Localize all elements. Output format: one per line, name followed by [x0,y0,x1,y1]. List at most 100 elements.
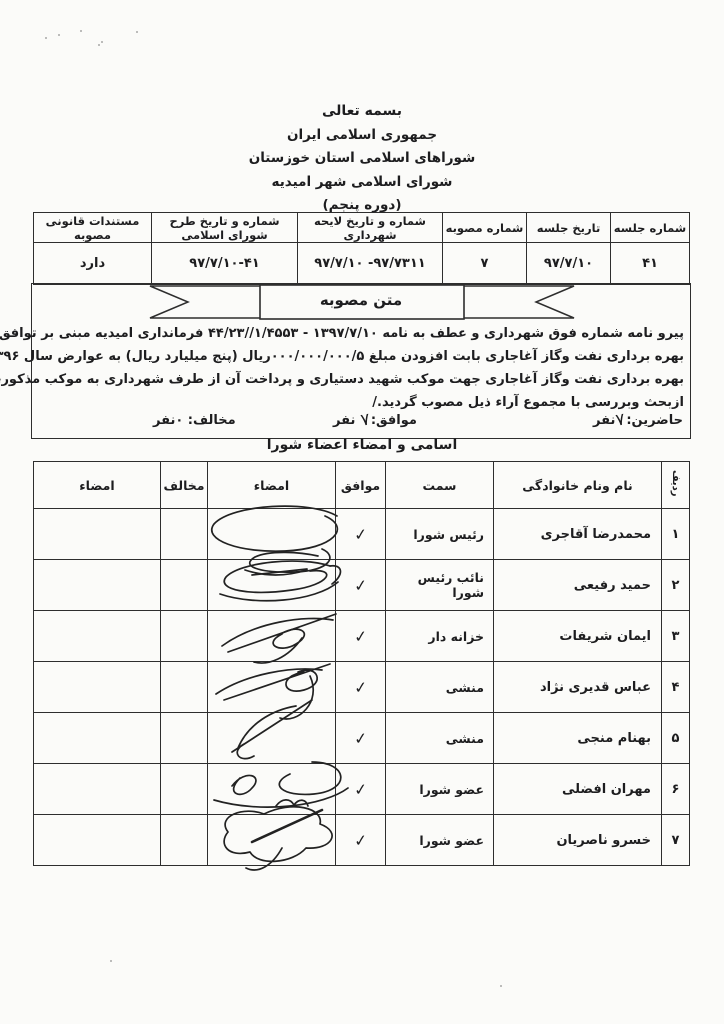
members-col-header-0: ردیف [661,461,690,509]
scan-noise [58,34,60,36]
meta-value-text: ‪۹۷/۷/۱۰ -۹۷/۷۳۱۱‬ [314,256,426,271]
member-signature2-cell [33,508,161,560]
member-role: منشی [385,712,494,764]
meta-col-header: شماره جلسه [610,212,690,243]
member-oppose-cell [160,712,208,764]
member-agree-cell: ✓ [335,559,386,611]
member-row: ۱ محمدرضا آقاجری رئیس شورا ✓ [33,508,690,560]
bismillah-line: بسمه تعالی [321,103,403,119]
member-row-number: ۱ [661,508,690,560]
member-signature2-cell [33,559,161,611]
resolution-line: ازبحث وبررسی با مجموع آراء ذیل مصوب گردی… [372,395,684,410]
member-row: ۳ ایمان شریفات خزانه دار ✓ [33,610,690,662]
members-col-header-text: امضاء [79,477,115,493]
members-col-header-3: موافق [335,461,386,509]
member-role: رئیس شورا [385,508,494,560]
member-row: ۷ خسرو ناصریان عضو شورا ✓ [33,814,690,866]
agree-count: موافق:۷ نفر [333,410,417,431]
members-col-header-text: نام ونام خانوادگی [522,477,633,493]
session-meta-table: شماره جلسه تاریخ جلسه شماره مصوبه شماره و ت… [33,212,690,285]
member-role: منشی [385,661,494,713]
member-signature-cell [207,712,336,764]
member-row: ۴ عباس قدیری نژاد منشی ✓ [33,661,690,713]
vote-tallies: حاضرین:۷نفر موافق:۷ نفر مخالف: ۰نفر [33,410,691,435]
member-row-number: ۶ [661,763,690,815]
member-row-number: ۷ [661,814,690,866]
meta-col-header: شماره مصوبه [442,212,527,243]
member-signature-cell [207,559,336,611]
resolution-line: بهره برداری نفت وگاز آغاجاری جهت موکب شه… [0,372,684,387]
member-oppose-cell [160,661,208,713]
meta-col-value: ‪۹۷/۷/۱۰ -۹۷/۷۳۱۱‬ [297,242,443,285]
meta-header-row: شماره جلسه تاریخ جلسه شماره مصوبه شماره و ت… [33,212,690,243]
members-col-header-2: سمت [385,461,494,509]
resolution-line: بهره برداری نفت وگاز آغاجاری بابت افزودن… [0,349,684,364]
member-name: محمدرضا آقاجری [493,508,662,560]
member-signature2-cell [33,814,161,866]
scan-noise [98,44,100,46]
meta-value-text: دارد [79,256,106,271]
meta-value-row: ۴۱ ‪۹۷/۷/۱۰‬ ۷ ‪۹۷/۷/۱۰ -۹۷/۷۳۱۱‬ ‪۹۷/۷/۱۰-۴… [33,242,690,285]
letterhead: بسمه تعالی جمهوری اسلامی ایران شوراهای ا… [0,100,724,218]
meta-value-text: ‪۹۷/۷/۱۰-۴۱‬ [189,256,260,271]
meta-col-header: شماره و تاریخ طرح شورای اسلامی [151,212,298,243]
member-signature2-cell [33,763,161,815]
province-councils-line: شوراهای اسلامی استان خوزستان [248,150,476,166]
member-row: ۵ بهنام منجی منشی ✓ [33,712,690,764]
member-name: عباس قدیری نژاد [493,661,662,713]
member-name: بهنام منجی [493,712,662,764]
members-signature-table: ردیف نام ونام خانوادگی سمت موافق امضاء مخالف ا… [33,461,690,866]
member-row-number: ۳ [661,610,690,662]
member-signature-cell [207,763,336,815]
scan-noise [80,30,82,32]
members-col-header-text: ردیف [670,470,681,497]
meta-col-value: ۷ [442,242,527,285]
scan-noise [136,31,138,33]
member-agree-cell: ✓ [335,661,386,713]
member-oppose-cell [160,610,208,662]
member-role: خزانه دار [385,610,494,662]
member-name: ایمان شریفات [493,610,662,662]
meta-col-value: ۴۱ [610,242,690,285]
agree-checkmark: ✓ [352,829,369,851]
members-header-row: ردیف نام ونام خانوادگی سمت موافق امضاء مخالف ا… [33,461,690,509]
members-col-header-text: امضاء [253,477,290,493]
agree-checkmark: ✓ [352,727,369,749]
member-role: عضو شورا [385,763,494,815]
members-col-header-text: سمت [422,477,457,493]
member-signature2-cell [33,712,161,764]
member-row-number: ۲ [661,559,690,611]
member-oppose-cell [160,814,208,866]
member-row: ۲ حمید رفیعی نائب رئیس شورا ✓ [33,559,690,611]
country-line: جمهوری اسلامی ایران [286,126,438,143]
member-signature2-cell [33,610,161,662]
member-signature-cell [207,661,336,713]
members-col-header-text: مخالف [163,477,205,493]
members-section-title: اسامی و امضاء اعضاء شورا [266,437,458,453]
resolution-banner-title: متن مصوبه [319,291,403,309]
member-role: عضو شورا [385,814,494,866]
member-name: خسرو ناصریان [493,814,662,866]
agree-checkmark: ✓ [352,523,369,545]
meta-col-header: مستندات قانونی مصوبه [33,212,152,243]
meta-col-header: تاریخ جلسه [526,212,611,243]
member-signature-cell [207,508,336,560]
agree-checkmark: ✓ [352,676,369,698]
members-col-header-1: نام ونام خانوادگی [493,461,662,509]
meta-col-value: ‪۹۷/۷/۱۰‬ [526,242,611,285]
resolution-box [31,283,691,439]
member-name: حمید رفیعی [493,559,662,611]
members-col-header-text: موافق [340,477,381,493]
meta-value-text: ۷ [480,256,489,271]
scan-noise [45,37,47,39]
agree-checkmark: ✓ [352,778,369,800]
resolution-line: پیرو نامه شماره فوق شهرداری و عطف به نام… [0,326,684,341]
member-agree-cell: ✓ [335,610,386,662]
meta-col-value: دارد [33,242,152,285]
resolution-text: پیرو نامه شماره فوق شهرداری و عطف به نام… [0,322,684,414]
member-row-number: ۴ [661,661,690,713]
ribbon-banner [149,284,575,320]
members-col-header-6: امضاء [33,461,161,509]
member-signature2-cell [33,661,161,713]
